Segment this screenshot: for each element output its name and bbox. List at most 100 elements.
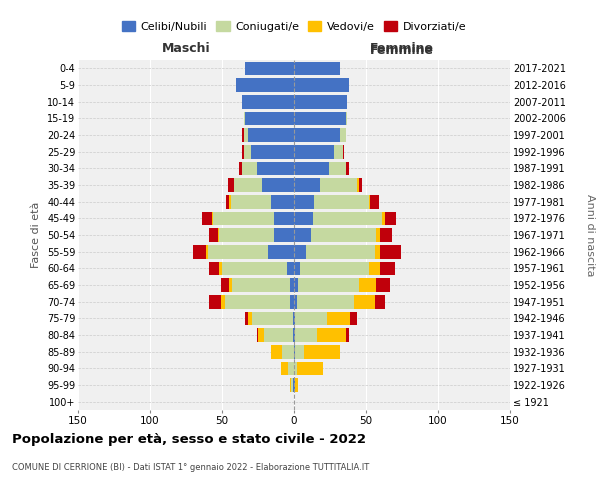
- Bar: [242, 162, 257, 175]
- Bar: [271, 195, 294, 208]
- Text: Popolazione per età, sesso e stato civile - 2022: Popolazione per età, sesso e stato civil…: [12, 432, 366, 446]
- Bar: [334, 145, 343, 158]
- Bar: [244, 112, 245, 125]
- Bar: [293, 312, 294, 325]
- Bar: [294, 312, 295, 325]
- Bar: [271, 345, 283, 358]
- Bar: [294, 78, 349, 92]
- Text: Maschi: Maschi: [161, 42, 211, 55]
- Bar: [242, 95, 294, 108]
- Bar: [294, 212, 313, 225]
- Bar: [300, 262, 369, 275]
- Bar: [380, 228, 392, 242]
- Bar: [355, 295, 374, 308]
- Y-axis label: Anni di nascita: Anni di nascita: [585, 194, 595, 276]
- Bar: [245, 112, 294, 125]
- Bar: [209, 295, 221, 308]
- Bar: [248, 128, 294, 142]
- Bar: [294, 345, 295, 358]
- Bar: [294, 62, 340, 75]
- Bar: [358, 178, 359, 192]
- Bar: [294, 162, 329, 175]
- Bar: [294, 112, 346, 125]
- Bar: [290, 278, 294, 292]
- Bar: [294, 178, 320, 192]
- Legend: Celibi/Nubili, Coniugati/e, Vedovi/e, Divorziati/e: Celibi/Nubili, Coniugati/e, Vedovi/e, Di…: [118, 16, 470, 36]
- Bar: [293, 378, 294, 392]
- Bar: [244, 128, 248, 142]
- Bar: [245, 62, 294, 75]
- Bar: [242, 128, 244, 142]
- Bar: [313, 212, 382, 225]
- Bar: [214, 212, 274, 225]
- Bar: [295, 345, 304, 358]
- Bar: [359, 178, 362, 192]
- Bar: [343, 145, 344, 158]
- Bar: [264, 328, 293, 342]
- Bar: [290, 378, 291, 392]
- Bar: [294, 145, 334, 158]
- Bar: [262, 178, 294, 192]
- Bar: [225, 295, 290, 308]
- Bar: [229, 278, 232, 292]
- Bar: [251, 145, 294, 158]
- Bar: [374, 245, 380, 258]
- Bar: [281, 362, 288, 375]
- Bar: [258, 328, 264, 342]
- Bar: [294, 378, 295, 392]
- Bar: [295, 312, 327, 325]
- Bar: [236, 78, 294, 92]
- Bar: [290, 295, 294, 308]
- Bar: [317, 328, 346, 342]
- Bar: [294, 262, 300, 275]
- Bar: [228, 178, 233, 192]
- Bar: [376, 278, 391, 292]
- Bar: [209, 262, 219, 275]
- Bar: [294, 228, 311, 242]
- Bar: [229, 195, 230, 208]
- Bar: [294, 195, 314, 208]
- Bar: [283, 345, 294, 358]
- Text: COMUNE DI CERRIONE (BI) - Dati ISTAT 1° gennaio 2022 - Elaborazione TUTTITALIA.I: COMUNE DI CERRIONE (BI) - Dati ISTAT 1° …: [12, 462, 369, 471]
- Bar: [304, 345, 340, 358]
- Bar: [221, 278, 229, 292]
- Bar: [219, 262, 222, 275]
- Bar: [248, 312, 252, 325]
- Bar: [245, 312, 248, 325]
- Bar: [370, 195, 379, 208]
- Bar: [202, 212, 212, 225]
- Bar: [294, 328, 295, 342]
- Bar: [295, 378, 298, 392]
- Bar: [193, 245, 206, 258]
- Bar: [226, 195, 229, 208]
- Bar: [252, 312, 293, 325]
- Bar: [346, 112, 347, 125]
- Bar: [233, 178, 262, 192]
- Bar: [293, 328, 294, 342]
- Text: Femmine: Femmine: [370, 44, 434, 57]
- Bar: [320, 178, 358, 192]
- Bar: [297, 362, 323, 375]
- Bar: [294, 245, 305, 258]
- Bar: [208, 245, 268, 258]
- Bar: [294, 278, 298, 292]
- Bar: [295, 328, 317, 342]
- Bar: [257, 162, 294, 175]
- Bar: [232, 278, 290, 292]
- Bar: [222, 262, 287, 275]
- Bar: [294, 95, 347, 108]
- Bar: [242, 145, 244, 158]
- Bar: [380, 262, 395, 275]
- Bar: [219, 228, 274, 242]
- Bar: [329, 162, 346, 175]
- Bar: [218, 228, 219, 242]
- Bar: [294, 295, 297, 308]
- Bar: [230, 195, 271, 208]
- Bar: [380, 245, 401, 258]
- Bar: [274, 212, 294, 225]
- Bar: [221, 295, 225, 308]
- Bar: [244, 145, 251, 158]
- Bar: [257, 328, 258, 342]
- Bar: [291, 378, 293, 392]
- Bar: [274, 228, 294, 242]
